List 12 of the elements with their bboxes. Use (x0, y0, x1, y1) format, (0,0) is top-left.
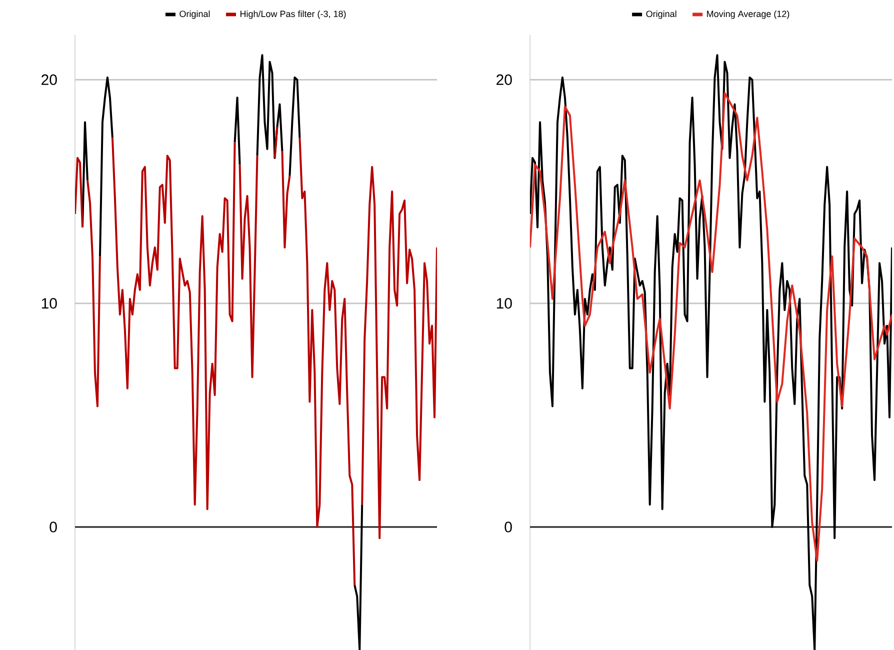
y-tick-label: 20 (496, 74, 512, 86)
line-series (530, 54, 892, 650)
legend-label: Original (646, 10, 676, 19)
line-series (530, 92, 892, 562)
y-tick-label: 0 (504, 522, 512, 532)
legend-label: Moving Average (12) (707, 10, 790, 19)
y-tick-label: 10 (496, 298, 512, 309)
y-tick-label: 10 (42, 298, 57, 309)
y-tick-label: 0 (50, 522, 57, 532)
y-tick-label: 20 (42, 74, 57, 86)
legend-label: High/Low Pas filter (-3, 18) (240, 10, 346, 19)
legend-label: Original (180, 10, 210, 19)
